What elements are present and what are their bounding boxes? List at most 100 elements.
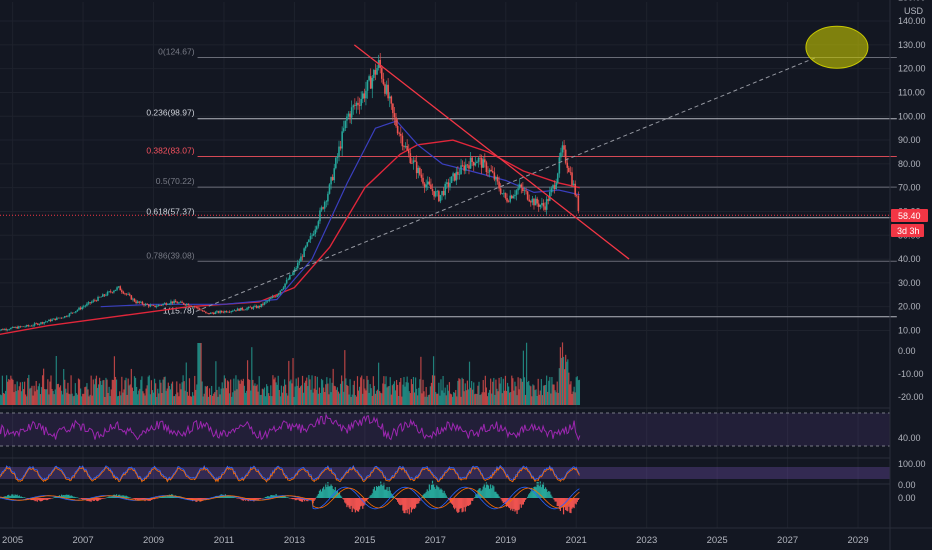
price-tick-label: 10.00: [898, 325, 921, 335]
macd-histogram-bar: [131, 498, 133, 499]
trendlines[interactable]: [195, 25, 869, 312]
candle-body: [520, 184, 523, 188]
volume-bar: [185, 362, 187, 405]
volume-bar: [472, 389, 474, 405]
volume-bar: [296, 385, 298, 405]
macd-histogram-bar: [7, 495, 9, 498]
volume-bar: [351, 394, 353, 405]
volume-bar: [128, 385, 130, 405]
macd-histogram-bar: [538, 486, 540, 498]
macd-histogram-bar: [574, 498, 576, 504]
macd-histogram-bar: [474, 497, 476, 498]
fibonacci-retracement[interactable]: 0(124.67) 0.236(98.97) 0.382(83.07) 0.5(70.…: [0, 47, 897, 318]
candle-body: [509, 195, 511, 202]
volume-bar: [440, 379, 442, 405]
macd-histogram-bar: [422, 494, 424, 498]
candle-body: [523, 190, 526, 192]
candle-body: [331, 177, 334, 181]
volume-bar: [205, 386, 207, 405]
volume-bar: [322, 380, 324, 405]
volume-bar: [56, 384, 58, 405]
volume-bar: [416, 388, 418, 405]
candle-body: [48, 319, 50, 322]
downtrend-line[interactable]: [353, 44, 630, 260]
macd-histogram-bar: [496, 493, 498, 498]
macd-histogram-bar: [257, 498, 259, 500]
candle-body: [564, 149, 567, 163]
candle-body: [420, 174, 423, 178]
candle-body: [228, 311, 231, 313]
macd-histogram-bar: [47, 498, 49, 501]
candle-body: [249, 306, 252, 308]
candle-body: [103, 294, 106, 296]
volume-bar: [173, 396, 175, 405]
volume-bar: [114, 376, 117, 405]
time-axis[interactable]: 2005 2007 2009 2011 2013 2015 2017 2019 2021 2023…: [2, 535, 869, 546]
volume-bar: [366, 375, 368, 405]
volume-bar: [199, 343, 201, 405]
volume-bar: [404, 386, 406, 405]
candle-body: [385, 84, 388, 94]
volume-bar: [567, 359, 569, 405]
volume-bar: [29, 388, 31, 405]
macd-histogram-bar: [265, 496, 268, 498]
macd-histogram-bar: [8, 494, 10, 498]
candle-body: [274, 296, 277, 298]
macd-histogram-bar: [73, 496, 75, 498]
volume-bar: [291, 383, 293, 405]
volume-bar: [8, 379, 10, 405]
volume-bar: [100, 381, 102, 405]
volume-bar: [554, 390, 556, 405]
candle-body: [514, 194, 516, 197]
volume-bar: [505, 390, 508, 405]
macd-histogram-bar: [236, 498, 238, 499]
target-ellipse[interactable]: [805, 25, 869, 69]
volume-bar: [441, 390, 443, 405]
volume-bar: [522, 350, 525, 405]
macd-histogram-bar: [232, 496, 234, 498]
volume-bar: [578, 379, 581, 405]
candle-body: [547, 199, 550, 201]
macd-histogram-bar: [311, 498, 313, 500]
volume-bar: [165, 390, 167, 405]
volume-bar: [568, 372, 570, 405]
volume-bar: [259, 394, 261, 405]
volume-bar: [130, 368, 132, 405]
macd-histogram-bar: [111, 495, 113, 498]
volume-bar: [349, 379, 351, 405]
macd-histogram-bar: [261, 498, 263, 499]
candle-body: [212, 313, 215, 315]
volume-bar: [427, 395, 429, 405]
macd-histogram-bar: [468, 498, 471, 506]
candle-body: [130, 295, 133, 300]
macd-histogram-bar: [558, 498, 560, 510]
macd-histogram-bar: [34, 498, 36, 502]
macd-histogram-bar: [48, 498, 50, 499]
candle-body: [556, 173, 559, 183]
volume-bar: [460, 396, 462, 405]
price-candles: [0, 53, 580, 333]
candle-body: [201, 310, 204, 312]
volume-bar: [339, 383, 342, 405]
volume-bar: [375, 390, 378, 405]
candle-body: [380, 67, 383, 79]
macd-histogram-bar: [400, 498, 402, 506]
volume-bar: [570, 381, 572, 405]
volume-bar: [120, 395, 122, 405]
volume-bar: [58, 387, 61, 405]
volume-bar: [358, 386, 361, 405]
macd-histogram-bar: [542, 482, 545, 498]
macd-histogram-bar: [36, 498, 38, 502]
macd-histogram-bar: [53, 497, 55, 498]
volume-bar: [451, 396, 454, 405]
volume-bar: [66, 392, 68, 405]
volume-bar: [150, 380, 153, 405]
candle-body: [438, 191, 440, 202]
macd-histogram-bar: [354, 498, 356, 513]
macd-histogram-bar: [157, 498, 159, 499]
macd-histogram-bar: [140, 498, 142, 501]
macd-histogram-bar: [497, 494, 499, 498]
volume-bar: [418, 387, 420, 405]
volume-bar: [549, 377, 551, 405]
